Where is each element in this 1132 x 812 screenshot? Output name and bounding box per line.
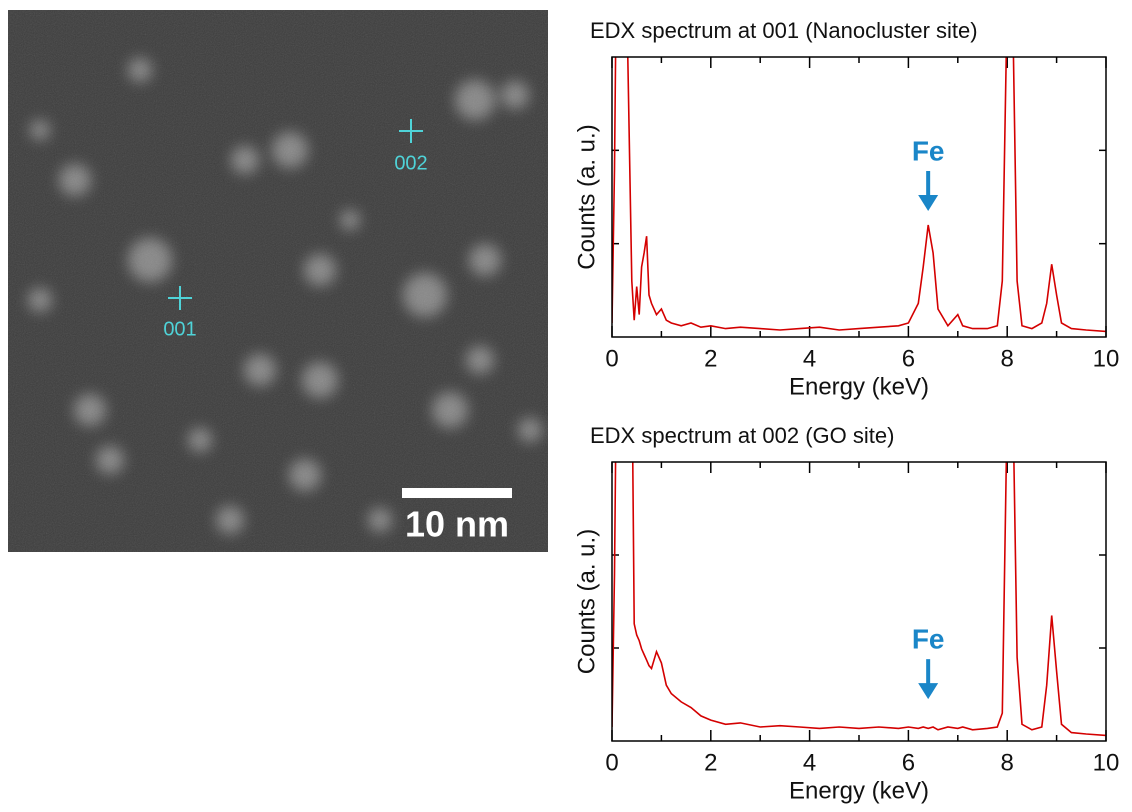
- x-tick-label: 6: [902, 345, 915, 372]
- marker-label: 002: [394, 152, 427, 174]
- spectrum-line: [612, 57, 1106, 333]
- annotation-label: Fe: [912, 624, 945, 655]
- x-tick-label: 10: [1093, 345, 1120, 372]
- x-tick-label: 4: [803, 749, 816, 776]
- plot-frame: [611, 461, 1107, 742]
- annotation-arrowhead: [918, 683, 939, 700]
- x-tick-label: 8: [1001, 749, 1014, 776]
- chart-title: EDX spectrum at 001 (Nanocluster site): [590, 18, 978, 43]
- x-tick-label: 4: [803, 345, 816, 372]
- x-tick-label: 0: [605, 345, 618, 372]
- x-axis-label: Energy (keV): [789, 373, 929, 400]
- x-tick-label: 10: [1093, 749, 1120, 776]
- y-axis-label: Counts (a. u.): [573, 124, 600, 269]
- x-tick-label: 6: [902, 749, 915, 776]
- marker-label: 001: [163, 318, 196, 340]
- chart-title: EDX spectrum at 002 (GO site): [590, 423, 894, 448]
- y-axis-label: Counts (a. u.): [573, 529, 600, 674]
- x-tick-label: 2: [704, 749, 717, 776]
- annotation-arrowhead: [918, 195, 939, 211]
- x-axis-label: Energy (keV): [789, 777, 929, 804]
- x-tick-label: 0: [605, 749, 618, 776]
- plot-frame: [611, 56, 1107, 338]
- spectrum-line: [612, 462, 1106, 737]
- micrograph: 001 002 10 nm: [8, 10, 548, 552]
- x-tick-label: 2: [704, 345, 717, 372]
- x-tick-label: 8: [1001, 345, 1014, 372]
- scale-bar-label: 10 nm: [405, 504, 509, 545]
- annotation-label: Fe: [912, 135, 945, 166]
